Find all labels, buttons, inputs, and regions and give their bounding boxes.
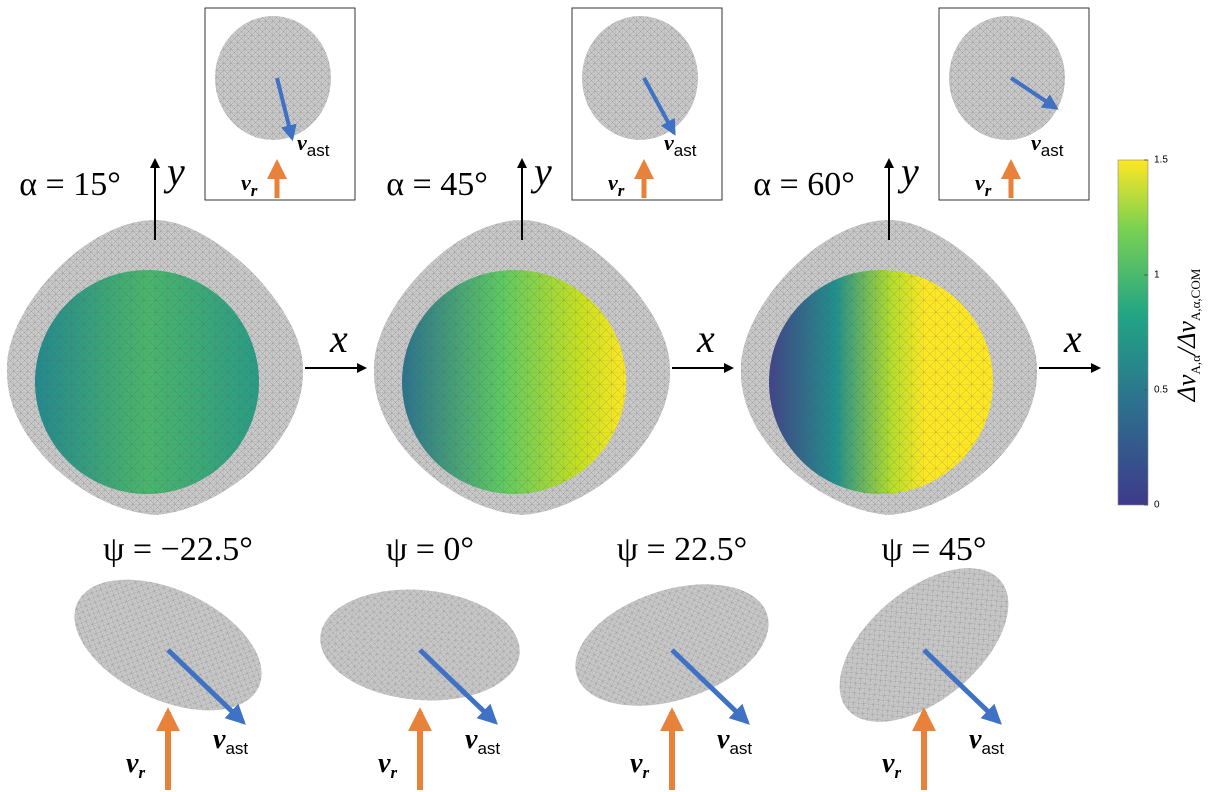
asteroid — [316, 581, 525, 708]
velocity-symbol: v — [630, 748, 643, 779]
inset-asteroid — [215, 16, 331, 140]
velocity-subscript: ast — [674, 141, 697, 160]
velocity-symbol: v — [213, 724, 226, 755]
velocity-subscript: r — [618, 181, 625, 200]
velocity-symbol: v — [975, 170, 985, 195]
colorbar-tick-label: 0.5 — [1154, 385, 1168, 396]
velocity-subscript: r — [985, 181, 992, 200]
figure: α = 15°yxvrvastα = 45°yxvrvastα = 60°yxv… — [0, 0, 1209, 792]
angle-label: ψ = 45° — [881, 531, 986, 568]
velocity-subscript: r — [390, 763, 397, 782]
angle-label: α = 60° — [753, 166, 855, 203]
velocity-symbol: v — [378, 748, 391, 779]
velocity-symbol: v — [882, 748, 895, 779]
velocity-subscript: r — [894, 763, 901, 782]
velocity-symbol: v — [1031, 130, 1041, 155]
velocity-subscript: ast — [981, 739, 1004, 758]
y-axis-label: y — [530, 149, 552, 194]
y-axis-label: y — [163, 149, 185, 194]
velocity-subscript: r — [251, 181, 258, 200]
numerator: Δv — [1172, 374, 1201, 402]
velocity-symbol: v — [297, 130, 307, 155]
x-axis-label: x — [329, 316, 348, 361]
colorbar-tick-label: 1 — [1154, 270, 1160, 281]
inset-asteroid — [949, 16, 1065, 140]
denominator: Δv — [1172, 321, 1201, 349]
velocity-symbol: v — [126, 748, 139, 779]
velocity-label: vast — [213, 724, 248, 758]
velocity-symbol: v — [969, 724, 982, 755]
velocity-label: vr — [378, 748, 397, 782]
mesh-overlay — [402, 270, 626, 494]
velocity-label: vr — [126, 748, 145, 782]
velocity-label: vr — [630, 748, 649, 782]
velocity-label: vast — [717, 724, 752, 758]
numerator-sub: A,α — [1188, 355, 1203, 375]
y-axis-label: y — [897, 149, 919, 194]
angle-label: ψ = 0° — [386, 531, 474, 568]
asteroid — [54, 553, 282, 737]
colorbar-label: ΔvA,α/ΔvA,α,COM — [1172, 268, 1203, 402]
inset-asteroid — [582, 16, 698, 140]
velocity-label: vast — [465, 724, 500, 758]
velocity-subscript: ast — [729, 739, 752, 758]
velocity-subscript: ast — [307, 141, 330, 160]
mesh-overlay — [769, 270, 993, 494]
x-axis-label: x — [696, 316, 715, 361]
colorbar-tick-label: 1.5 — [1154, 155, 1168, 166]
velocity-label: vast — [969, 724, 1004, 758]
angle-label: ψ = −22.5° — [103, 531, 253, 568]
mesh-overlay — [35, 270, 259, 494]
angle-label: α = 45° — [386, 166, 488, 203]
x-axis-label: x — [1063, 316, 1082, 361]
velocity-symbol: v — [664, 130, 674, 155]
colorbar — [1118, 160, 1148, 505]
velocity-symbol: v — [717, 724, 730, 755]
velocity-symbol: v — [608, 170, 618, 195]
velocity-symbol: v — [241, 170, 251, 195]
velocity-subscript: ast — [225, 739, 248, 758]
velocity-subscript: ast — [1041, 141, 1064, 160]
colorbar-tick-label: 0 — [1154, 500, 1160, 511]
angle-label: α = 15° — [19, 166, 121, 203]
denominator-sub: A,α,COM — [1188, 268, 1203, 321]
velocity-subscript: r — [138, 763, 145, 782]
velocity-symbol: v — [465, 724, 478, 755]
asteroid — [560, 562, 784, 728]
angle-label: ψ = 22.5° — [617, 531, 748, 568]
velocity-subscript: ast — [477, 739, 500, 758]
velocity-subscript: r — [642, 763, 649, 782]
velocity-label: vr — [882, 748, 901, 782]
